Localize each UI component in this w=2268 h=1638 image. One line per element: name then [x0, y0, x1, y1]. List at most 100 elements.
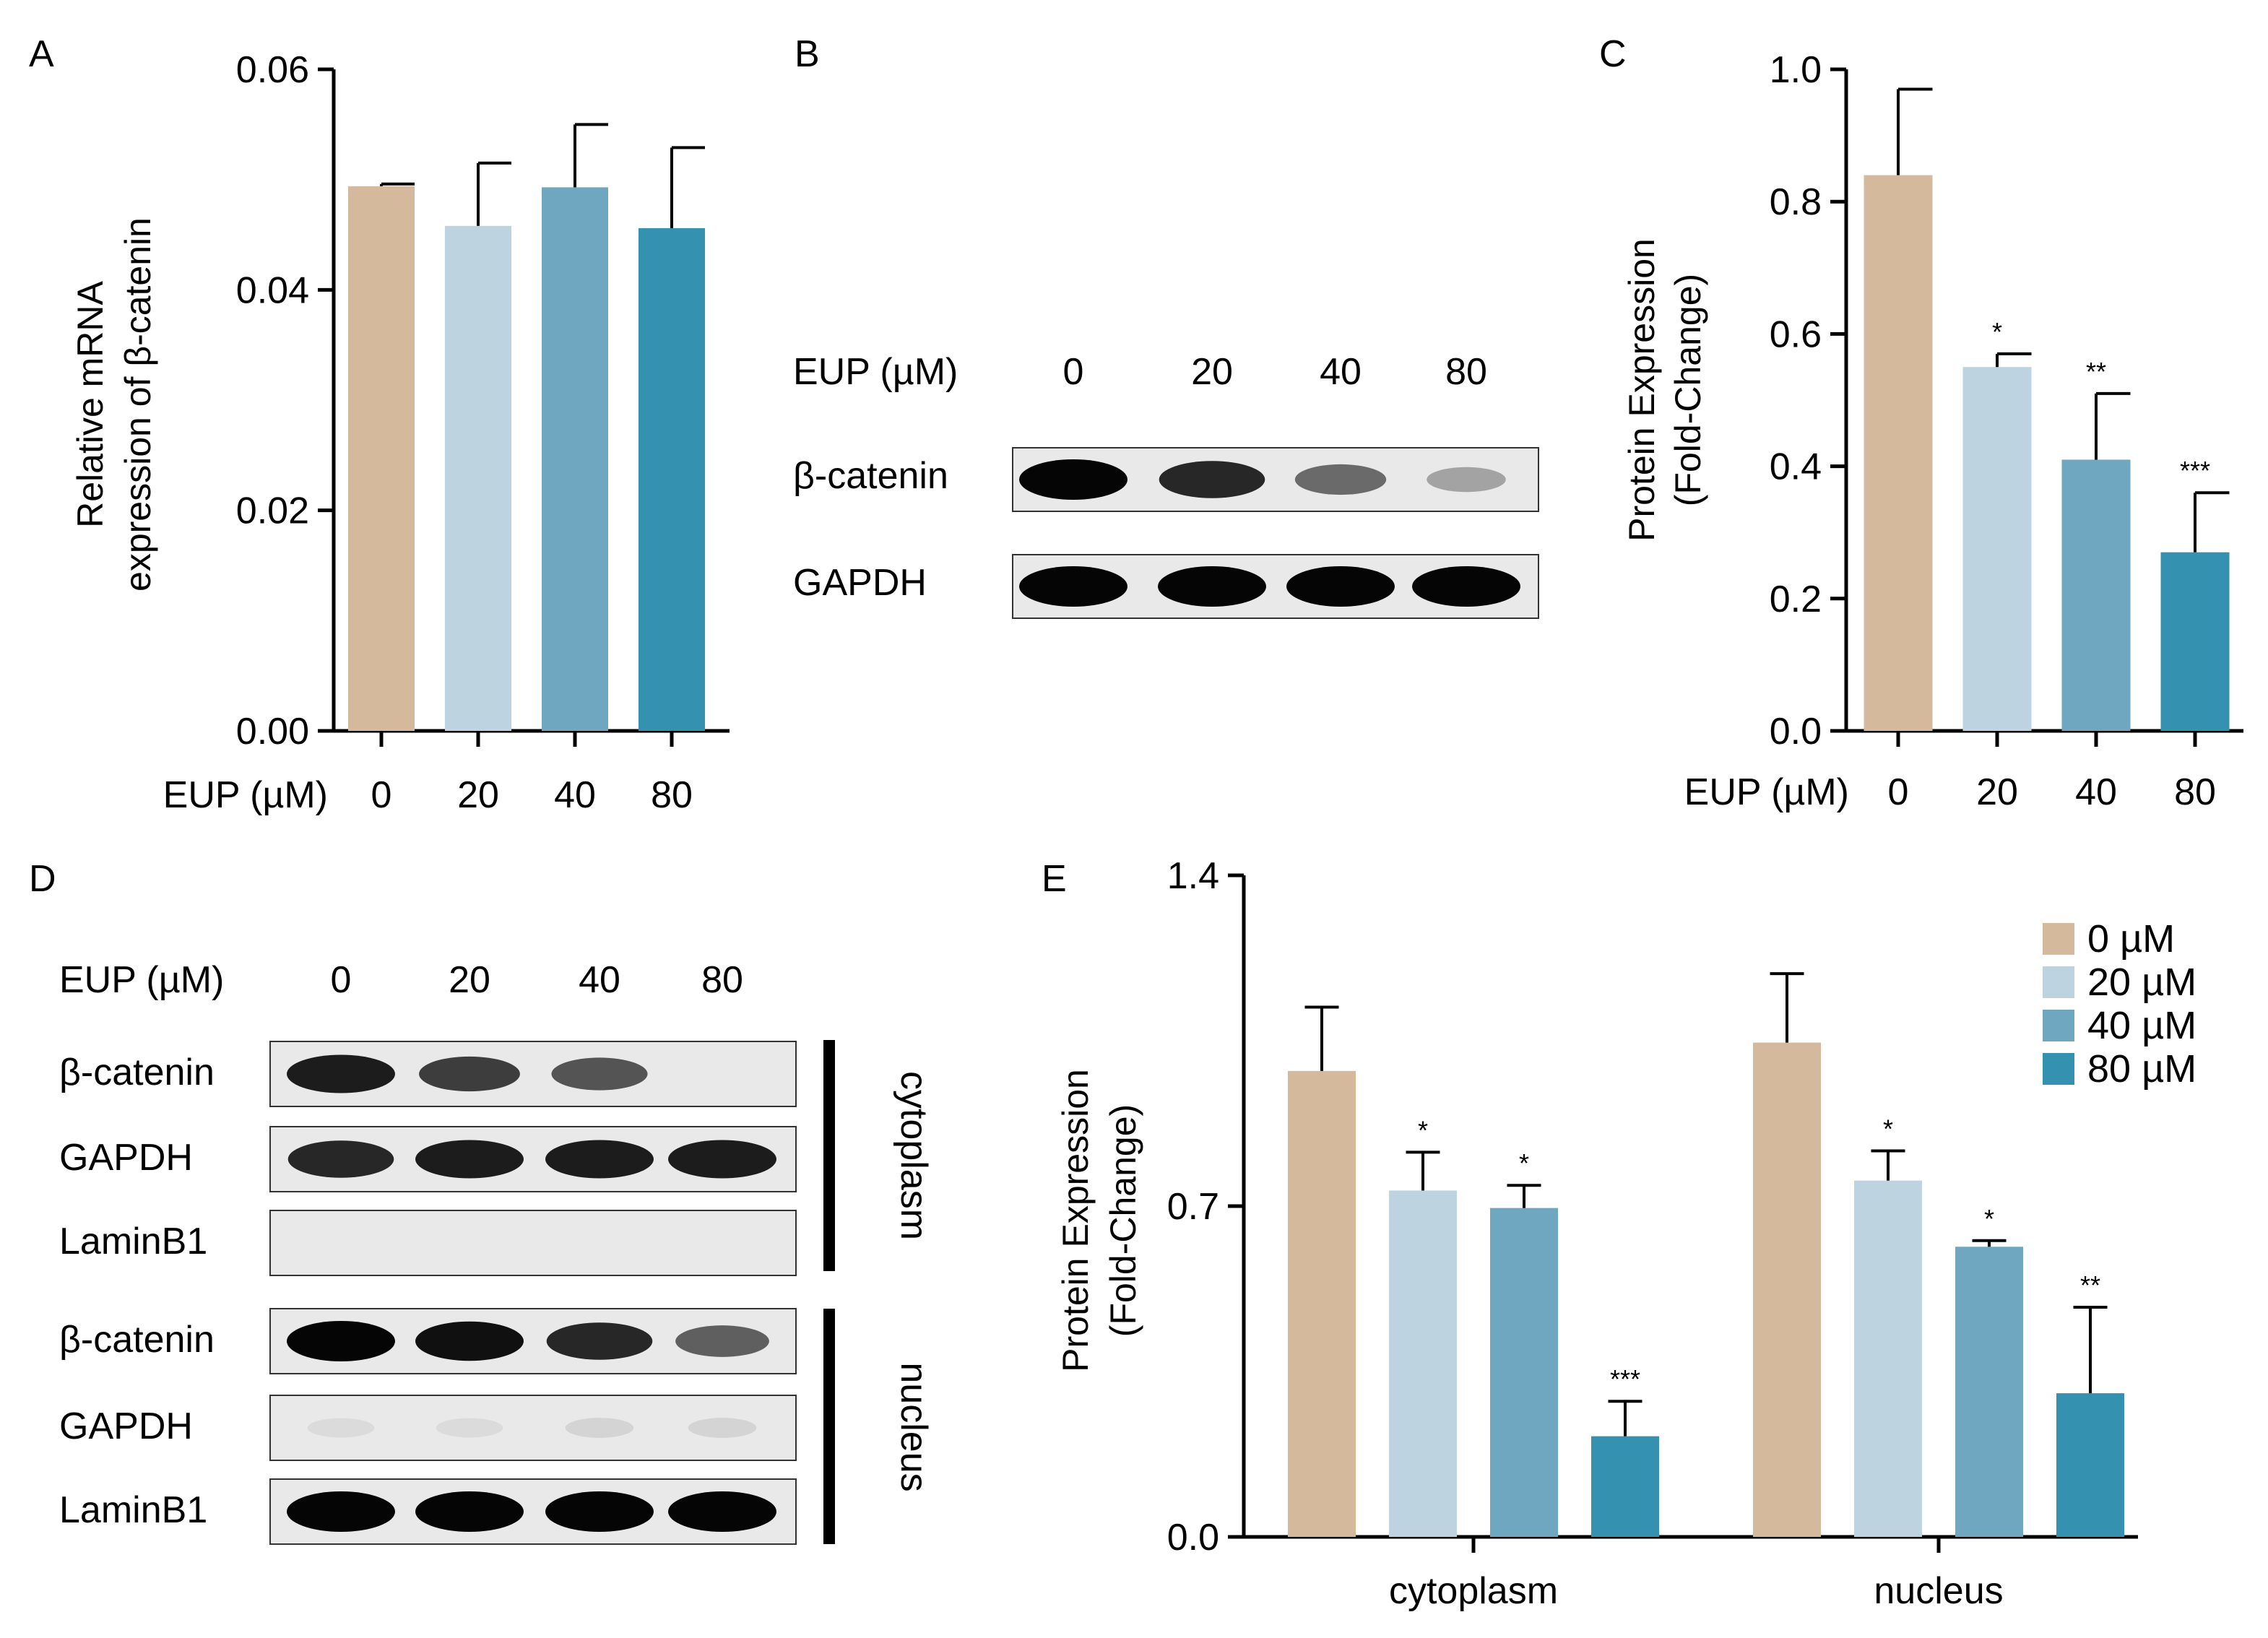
x-tick-label: 40	[2075, 771, 2117, 813]
chart-c: Protein Expression (Fold-Change) EUP (µM…	[1622, 49, 2243, 813]
x-tick-label: 20	[457, 774, 499, 816]
legend-swatch	[2043, 966, 2074, 998]
y-tick-label: 0.00	[236, 711, 309, 753]
x-tick-label: nucleus	[1874, 1570, 2003, 1612]
blot-band	[287, 1054, 395, 1093]
chart-e: Protein Expression (Fold-Change) 0.0 0.7 1…	[1055, 855, 2196, 1612]
chart-c-xlabel: EUP (µM)	[1684, 771, 1849, 813]
x-tick-label: 80	[651, 774, 693, 816]
x-tick-label: 0	[371, 774, 392, 816]
blot-d: EUP (µM) 0 20 40 80 β-catenin GAPDH LaminB1 β-c…	[59, 959, 935, 1545]
blot-b-lane-label: 80	[1445, 351, 1487, 393]
chart-a-ylabel-line2: expression of β-catenin	[118, 217, 158, 592]
x-tick-label: 20	[1976, 771, 2018, 813]
panel-letter-a: A	[29, 33, 54, 75]
bar	[1490, 1208, 1558, 1537]
bar	[542, 187, 608, 731]
blot-band	[287, 1321, 395, 1361]
legend-label: 40 µM	[2087, 1004, 2196, 1047]
blot-band	[287, 1140, 394, 1178]
blot-band	[1427, 467, 1506, 493]
group-label-cytoplasm: cytoplasm	[893, 1071, 935, 1240]
significance-label: **	[2080, 1270, 2100, 1300]
blot-d-lane-label: 0	[331, 959, 352, 1001]
bar	[1854, 1180, 1922, 1537]
blot-d-lane-label: 40	[579, 959, 620, 1001]
panel-letter-d: D	[29, 858, 56, 900]
significance-label: *	[1519, 1148, 1529, 1178]
significance-label: *	[1992, 317, 2002, 347]
blot-d-row-label: GAPDH	[59, 1137, 193, 1179]
significance-label: *	[1883, 1114, 1893, 1143]
bar	[1389, 1190, 1457, 1537]
blot-band	[1286, 566, 1395, 607]
legend-swatch	[2043, 1010, 2074, 1041]
x-tick-label: cytoplasm	[1389, 1570, 1558, 1612]
group-bracket-nucleus	[823, 1309, 835, 1544]
blot-b-header-label: EUP (µM)	[793, 351, 958, 393]
blot-band	[1019, 459, 1127, 500]
blot-band	[668, 1140, 776, 1179]
bar	[348, 186, 415, 731]
blot-d-row-label: LaminB1	[59, 1221, 207, 1262]
y-tick-label: 0.7	[1167, 1186, 1219, 1228]
bar	[445, 225, 511, 732]
chart-e-ylabel-line2: (Fold-Change)	[1103, 1104, 1143, 1337]
y-tick-label: 0.0	[1167, 1517, 1219, 1559]
blot-band	[1412, 566, 1520, 607]
blot-b-lane-label: 20	[1191, 351, 1233, 393]
panel-letter-b: B	[795, 33, 820, 75]
y-tick-label: 0.6	[1770, 313, 1822, 355]
blot-band	[287, 1491, 395, 1532]
y-tick-label: 1.4	[1167, 855, 1219, 897]
blot-band	[545, 1491, 654, 1532]
panel-letter-e: E	[1042, 858, 1067, 900]
blot-b-lane-label: 40	[1320, 351, 1362, 393]
chart-a-xlabel: EUP (µM)	[163, 774, 328, 816]
y-tick-label: 0.02	[236, 490, 309, 532]
x-tick-label: 0	[1888, 771, 1909, 813]
blot-band	[415, 1140, 524, 1179]
blot-b: EUP (µM) 0 20 40 80 β-catenin GAPDH	[793, 351, 1539, 619]
significance-label: ***	[2180, 456, 2210, 485]
bar	[1962, 367, 2032, 731]
blot-band	[675, 1325, 769, 1357]
group-bracket-cytoplasm	[823, 1040, 835, 1271]
bar	[1288, 1070, 1356, 1537]
panel-letter-c: C	[1599, 33, 1627, 75]
chart-c-ylabel-line2: (Fold-Change)	[1668, 274, 1708, 506]
blot-band	[307, 1418, 375, 1438]
bar	[1753, 1042, 1821, 1537]
blot-d-row-label: β-catenin	[59, 1319, 215, 1361]
significance-label: ***	[1610, 1364, 1640, 1394]
blot-band	[1019, 566, 1127, 607]
legend-swatch	[2043, 1053, 2074, 1085]
significance-label: *	[1984, 1204, 1994, 1234]
blot-d-row-label: β-catenin	[59, 1052, 215, 1093]
blot-band	[565, 1418, 634, 1438]
bar	[1591, 1436, 1659, 1537]
blot-d-lane-label: 80	[701, 959, 743, 1001]
blot-d-strip-frame	[269, 1210, 797, 1276]
bar	[2160, 552, 2230, 731]
chart-a: Relative mRNA expression of β-catenin EU…	[70, 49, 730, 816]
blot-band	[546, 1322, 653, 1360]
chart-e-ylabel-line1: Protein Expression	[1055, 1069, 1096, 1372]
blot-b-lane-label: 0	[1063, 351, 1084, 393]
blot-band	[1158, 566, 1266, 607]
blot-band	[419, 1056, 520, 1092]
bar	[2061, 459, 2131, 731]
blot-b-row-label: GAPDH	[793, 562, 927, 604]
bar	[1955, 1247, 2023, 1537]
bar	[639, 228, 705, 732]
legend-label: 20 µM	[2087, 961, 2196, 1004]
blot-band	[1159, 461, 1265, 498]
y-tick-label: 0.2	[1770, 578, 1822, 620]
y-tick-label: 0.4	[1770, 446, 1822, 488]
blot-d-lane-label: 20	[449, 959, 490, 1001]
blot-d-row-label: GAPDH	[59, 1405, 193, 1447]
legend-swatch	[2043, 923, 2074, 955]
blot-band	[415, 1491, 524, 1532]
blot-band	[668, 1491, 776, 1532]
